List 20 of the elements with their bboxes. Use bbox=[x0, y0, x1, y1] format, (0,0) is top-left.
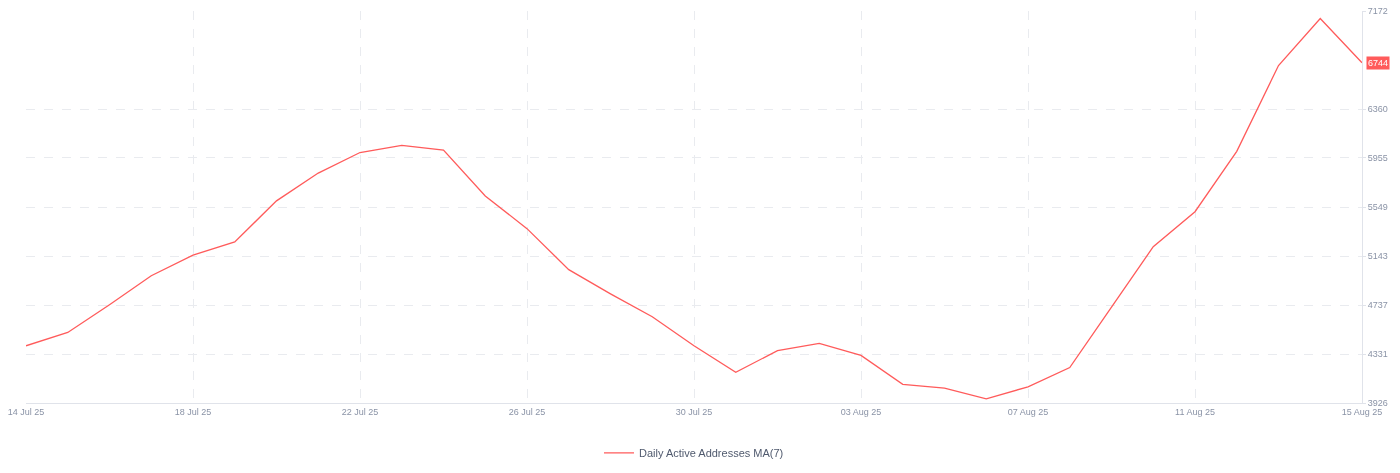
x-tick-label: 07 Aug 25 bbox=[1007, 406, 1049, 417]
y-tick-label: 6360 bbox=[1367, 104, 1388, 115]
x-tick-label: 14 Jul 25 bbox=[7, 406, 45, 417]
y-tick-label: 7172 bbox=[1367, 6, 1388, 17]
y-tick-label: 5549 bbox=[1367, 202, 1388, 213]
x-tick-label: 22 Jul 25 bbox=[341, 406, 379, 417]
y-tick-label: 3926 bbox=[1367, 398, 1388, 409]
y-tick-label: 5143 bbox=[1367, 251, 1388, 262]
x-tick-label: 15 Aug 25 bbox=[1341, 406, 1383, 417]
y-tick-label: 4737 bbox=[1367, 300, 1388, 311]
x-tick-label: 03 Aug 25 bbox=[840, 406, 882, 417]
annotation: 6744 bbox=[1368, 58, 1389, 68]
y-tick-label: 5955 bbox=[1367, 153, 1388, 164]
x-tick-label: 11 Aug 25 bbox=[1175, 406, 1215, 417]
x-tick-label: 26 Jul 25 bbox=[508, 406, 546, 417]
x-tick-label: 18 Jul 25 bbox=[174, 406, 212, 417]
x-tick-label: 30 Jul 25 bbox=[675, 406, 713, 417]
line-series bbox=[26, 17, 1362, 400]
y-tick-label: 4331 bbox=[1367, 349, 1388, 360]
legend-label: Daily Active Addresses MA(7) bbox=[639, 447, 784, 460]
